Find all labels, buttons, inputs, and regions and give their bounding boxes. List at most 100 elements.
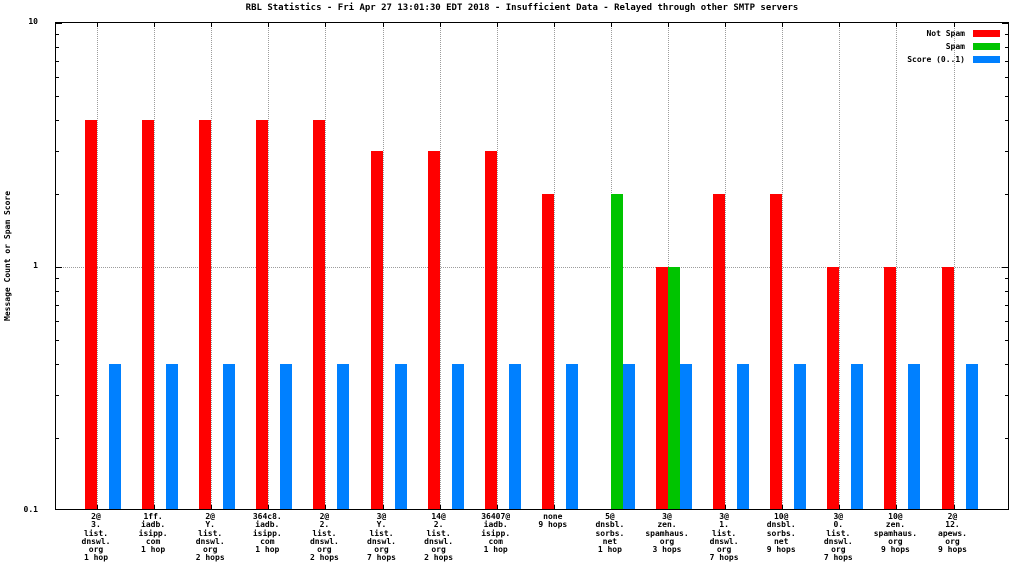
y-minor-tick xyxy=(56,96,59,97)
bar-not-spam xyxy=(199,120,212,509)
x-tick-top xyxy=(896,23,898,27)
legend-swatch xyxy=(973,43,1000,50)
x-tick-bottom xyxy=(953,505,955,509)
bar-not-spam xyxy=(484,151,497,509)
x-tick-top xyxy=(325,23,327,27)
bar-score xyxy=(109,364,121,509)
y-minor-tick xyxy=(56,61,59,62)
y-major-tick xyxy=(56,23,62,24)
y-major-tick xyxy=(1002,267,1008,268)
bar-score xyxy=(166,364,179,509)
x-tick-label: 1ff. iadb. isipp. com 1 hop xyxy=(138,512,168,555)
y-minor-tick xyxy=(56,291,59,292)
x-tick-top xyxy=(610,23,612,27)
bar-score xyxy=(337,364,350,509)
y-minor-tick xyxy=(56,364,59,365)
y-tick-label: 1 xyxy=(33,261,38,270)
x-tick-bottom xyxy=(382,505,384,509)
x-tick-top xyxy=(382,23,384,27)
x-tick-label: 364c8. iadb. isipp. com 1 hop xyxy=(252,512,282,555)
grid-line-vertical xyxy=(268,23,270,509)
grid-line-horizontal xyxy=(56,267,1008,268)
x-tick-bottom xyxy=(725,505,727,509)
x-tick-label: 5@ dnsbl. sorbs. net 1 hop xyxy=(595,512,625,555)
x-tick-label: 10@ zen. spamhaus. org 9 hops xyxy=(873,512,918,555)
bar-not-spam xyxy=(941,267,954,509)
legend-label: Not Spam xyxy=(926,29,965,38)
x-tick-label: 10@ dnsbl. sorbs. net 9 hops xyxy=(766,512,796,555)
bar-score xyxy=(737,364,750,509)
x-tick-bottom xyxy=(325,505,327,509)
grid-line-vertical xyxy=(725,23,727,509)
y-major-tick xyxy=(56,509,62,510)
x-tick-top xyxy=(668,23,669,27)
legend-label: Spam xyxy=(945,42,965,51)
chart-title: RBL Statistics - Fri Apr 27 13:01:30 EDT… xyxy=(245,3,799,13)
y-minor-tick xyxy=(1005,61,1008,62)
bar-not-spam xyxy=(884,267,897,509)
legend: Not Spam Spam Score (0..1) xyxy=(907,27,1000,66)
legend-row: Spam xyxy=(907,40,1000,53)
bar-score xyxy=(565,364,578,509)
y-minor-tick xyxy=(1005,438,1008,439)
bar-score xyxy=(851,364,864,509)
x-tick-top xyxy=(211,23,213,27)
legend-row: Not Spam xyxy=(907,27,1000,40)
bar-not-spam xyxy=(656,267,668,509)
grid-line-vertical xyxy=(325,23,327,509)
legend-swatch xyxy=(973,56,1000,63)
y-minor-tick xyxy=(56,438,59,439)
x-tick-top xyxy=(97,23,98,27)
y-minor-tick xyxy=(56,321,59,322)
x-tick-top xyxy=(439,23,441,27)
bar-spam xyxy=(668,267,680,509)
y-minor-tick xyxy=(56,395,59,396)
bar-not-spam xyxy=(541,194,554,509)
bar-not-spam xyxy=(313,120,326,509)
x-tick-top xyxy=(268,23,270,27)
y-minor-tick xyxy=(56,120,59,121)
x-tick-label: 2@ Y. list. dnswl. org 2 hops xyxy=(195,512,225,563)
x-tick-top xyxy=(496,23,498,27)
x-tick-bottom xyxy=(896,505,898,509)
x-tick-label: 3@ zen. spamhaus. org 3 hops xyxy=(645,512,689,555)
y-major-tick xyxy=(1002,509,1008,510)
x-tick-label: 2@ 3. list. dnswl. org 1 hop xyxy=(81,512,111,563)
grid-line-vertical xyxy=(553,23,555,509)
y-minor-tick xyxy=(1005,151,1008,152)
y-minor-tick xyxy=(1005,77,1008,78)
legend-row: Score (0..1) xyxy=(907,53,1000,66)
x-tick-bottom xyxy=(782,505,784,509)
bar-not-spam xyxy=(770,194,783,509)
bar-spam xyxy=(610,194,623,509)
y-minor-tick xyxy=(56,340,59,341)
grid-line-vertical xyxy=(439,23,441,509)
bar-not-spam xyxy=(827,267,840,509)
y-axis-title: Message Count or Spam Score xyxy=(3,190,12,322)
grid-line-vertical xyxy=(211,23,213,509)
x-tick-top xyxy=(154,23,156,27)
x-tick-bottom xyxy=(439,505,441,509)
y-tick-label: 10 xyxy=(28,17,38,26)
grid-line-vertical xyxy=(154,23,156,509)
y-minor-tick xyxy=(1005,364,1008,365)
y-minor-tick xyxy=(1005,47,1008,48)
x-tick-bottom xyxy=(97,505,98,509)
y-minor-tick xyxy=(1005,321,1008,322)
grid-line-vertical xyxy=(839,23,841,509)
x-tick-label: 2@ 2. list. dnswl. org 2 hops xyxy=(309,512,339,563)
y-minor-tick xyxy=(1005,395,1008,396)
bar-score xyxy=(223,364,236,509)
y-minor-tick xyxy=(56,305,59,306)
y-major-tick xyxy=(56,267,62,268)
y-minor-tick xyxy=(1005,291,1008,292)
y-minor-tick xyxy=(1005,340,1008,341)
legend-label: Score (0..1) xyxy=(907,55,965,64)
x-tick-label: 36407@ iadb. isipp. com 1 hop xyxy=(481,512,511,555)
bar-score xyxy=(451,364,464,509)
x-tick-bottom xyxy=(839,505,841,509)
grid-line-vertical xyxy=(97,23,98,509)
bar-score xyxy=(794,364,807,509)
y-minor-tick xyxy=(56,151,59,152)
